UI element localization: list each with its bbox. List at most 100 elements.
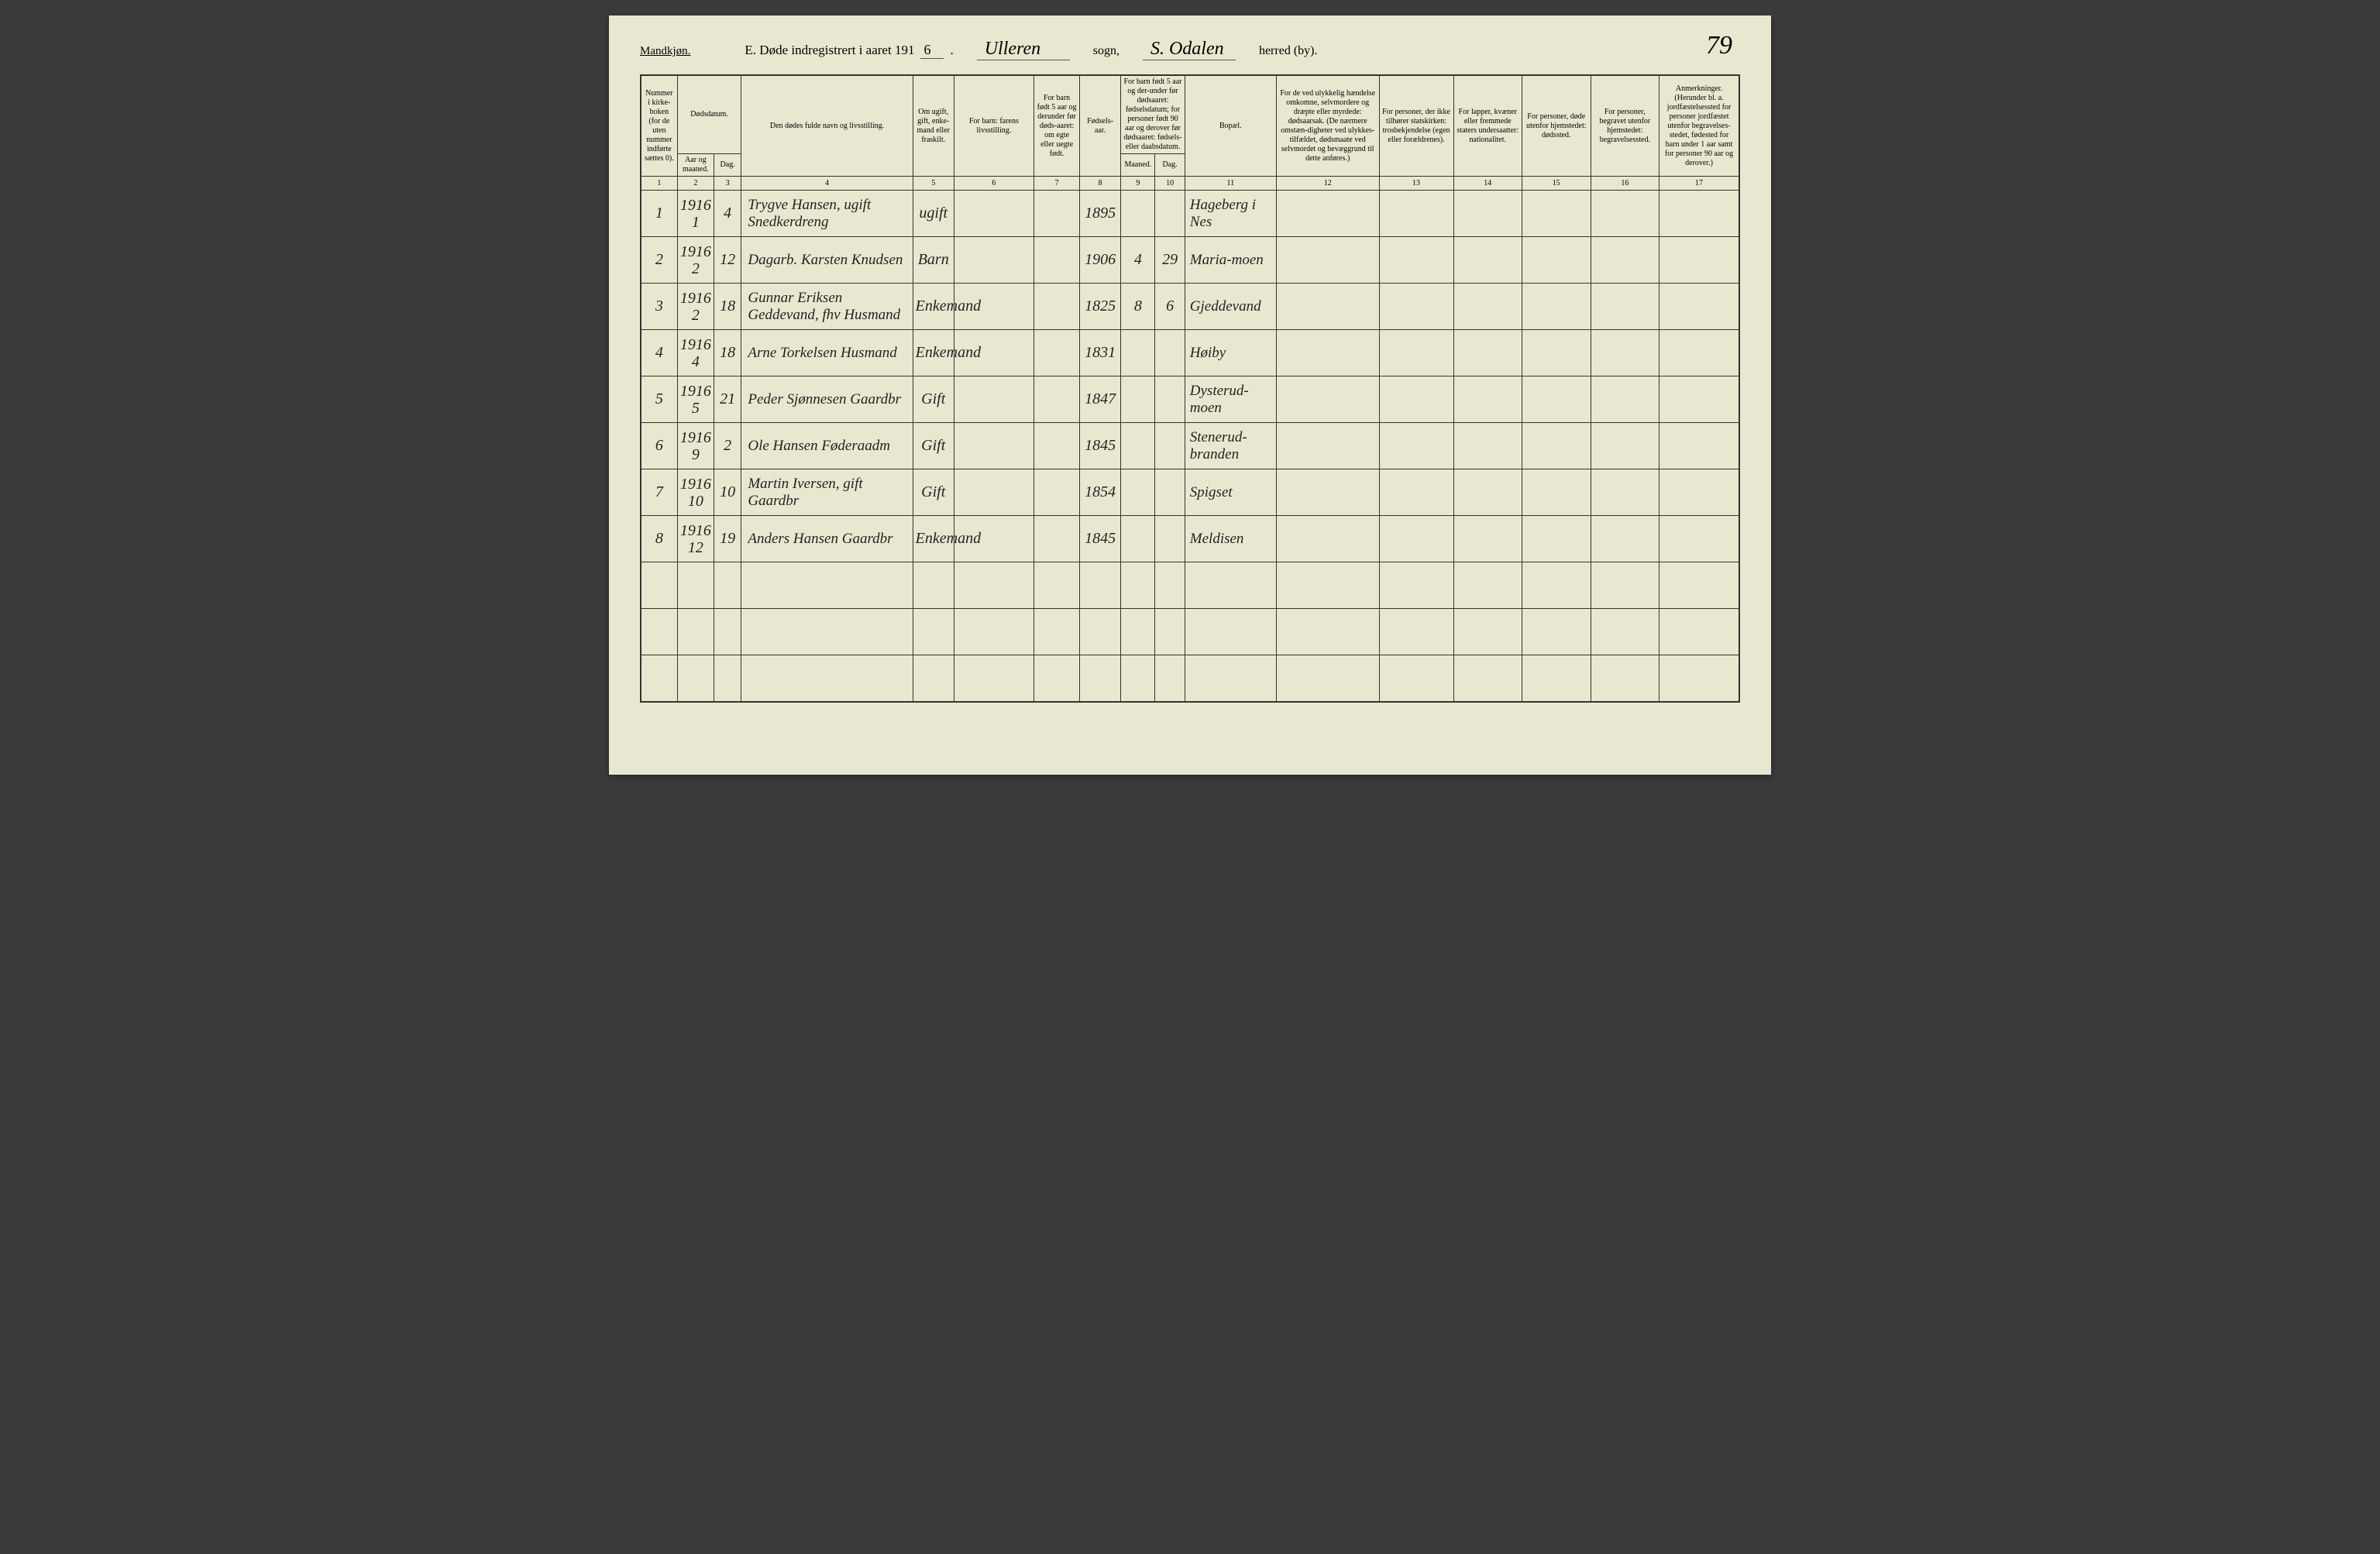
birth-year: 1825 [1080, 284, 1121, 330]
residence: Meldisen [1185, 516, 1276, 562]
legitimacy [1034, 376, 1080, 423]
full-name: Arne Torkelsen Husmand [741, 330, 913, 376]
nationality [1453, 469, 1522, 516]
empty-cell [1453, 655, 1522, 702]
marital-status: Enkemand [913, 284, 954, 330]
table-row-empty [641, 655, 1739, 702]
colnum: 2 [677, 177, 714, 191]
birth-month: 8 [1121, 284, 1155, 330]
table-row: 41916418Arne Torkelsen HusmandEnkemand18… [641, 330, 1739, 376]
table-row: 21916212Dagarb. Karsten KnudsenBarn19064… [641, 237, 1739, 284]
death-year-month: 19165 [677, 376, 714, 423]
full-name: Trygve Hansen, ugift Snedkerdreng [741, 191, 913, 237]
death-day: 10 [714, 469, 741, 516]
empty-cell [677, 562, 714, 609]
burial-place [1591, 284, 1659, 330]
col-header-4: Den dødes fulde navn og livsstilling. [741, 75, 913, 177]
sogn-label: sogn, [1093, 44, 1119, 58]
year-suffix: 6 [920, 42, 944, 59]
legitimacy [1034, 191, 1080, 237]
birth-month [1121, 330, 1155, 376]
birth-day [1155, 191, 1185, 237]
remarks [1659, 284, 1739, 330]
herred-value: S. Odalen [1143, 39, 1236, 60]
title-period: . [950, 43, 953, 58]
col-header-13: For personer, der ikke tilhører statskir… [1379, 75, 1453, 177]
burial-place [1591, 423, 1659, 469]
marital-status: Gift [913, 423, 954, 469]
empty-cell [1121, 609, 1155, 655]
birth-year: 1854 [1080, 469, 1121, 516]
colnum: 1 [641, 177, 677, 191]
nationality [1453, 330, 1522, 376]
confession [1379, 191, 1453, 237]
birth-year: 1847 [1080, 376, 1121, 423]
nationality [1453, 191, 1522, 237]
empty-cell [1379, 562, 1453, 609]
death-place [1522, 469, 1591, 516]
nationality [1453, 376, 1522, 423]
col-header-8: Fødsels-aar. [1080, 75, 1121, 177]
remarks [1659, 423, 1739, 469]
birth-year: 1906 [1080, 237, 1121, 284]
empty-cell [954, 609, 1034, 655]
table-row: 6191692Ole Hansen FøderaadmGift1845Stene… [641, 423, 1739, 469]
empty-cell [641, 562, 677, 609]
empty-cell [741, 562, 913, 609]
ledger-page: 79 Mandkjøn. E. Døde indregistrert i aar… [609, 15, 1771, 775]
cause-of-death [1276, 284, 1379, 330]
table-row: 819161219Anders Hansen GaardbrEnkemand18… [641, 516, 1739, 562]
colnum: 16 [1591, 177, 1659, 191]
colnum: 15 [1522, 177, 1591, 191]
father-occupation [954, 191, 1034, 237]
father-occupation [954, 237, 1034, 284]
empty-cell [1121, 655, 1155, 702]
birth-year: 1845 [1080, 423, 1121, 469]
empty-cell [1121, 562, 1155, 609]
birth-month [1121, 376, 1155, 423]
empty-cell [1453, 609, 1522, 655]
column-number-row: 1 2 3 4 5 6 7 8 9 10 11 12 13 14 15 16 1… [641, 177, 1739, 191]
herred-label: herred (by). [1259, 44, 1318, 58]
colnum: 7 [1034, 177, 1080, 191]
burial-place [1591, 376, 1659, 423]
col-header-16: For personer, begravet utenfor hjemstede… [1591, 75, 1659, 177]
title-section: E. Døde indregistrert i aaret 1916. [745, 42, 953, 59]
empty-cell [677, 655, 714, 702]
birth-day [1155, 330, 1185, 376]
empty-cell [1379, 609, 1453, 655]
empty-cell [1379, 655, 1453, 702]
empty-cell [1034, 562, 1080, 609]
col-header-9-top: For barn født 5 aar og der-under før død… [1121, 75, 1185, 154]
empty-cell [1276, 609, 1379, 655]
row-number: 2 [641, 237, 677, 284]
empty-cell [1080, 562, 1121, 609]
residence: Gjeddevand [1185, 284, 1276, 330]
cause-of-death [1276, 516, 1379, 562]
death-day: 19 [714, 516, 741, 562]
death-year-month: 19164 [677, 330, 714, 376]
col-header-9a: Maaned. [1121, 154, 1155, 177]
table-row-empty [641, 562, 1739, 609]
residence: Stenerud-branden [1185, 423, 1276, 469]
colnum: 5 [913, 177, 954, 191]
empty-cell [1659, 655, 1739, 702]
death-day: 2 [714, 423, 741, 469]
empty-cell [714, 609, 741, 655]
table-head: Nummer i kirke-boken (for de uten nummer… [641, 75, 1739, 191]
empty-cell [954, 562, 1034, 609]
birth-day: 29 [1155, 237, 1185, 284]
death-year-month: 19169 [677, 423, 714, 469]
empty-cell [1034, 609, 1080, 655]
nationality [1453, 284, 1522, 330]
empty-cell [1659, 562, 1739, 609]
confession [1379, 516, 1453, 562]
birth-day [1155, 423, 1185, 469]
row-number: 4 [641, 330, 677, 376]
full-name: Ole Hansen Føderaadm [741, 423, 913, 469]
residence: Høiby [1185, 330, 1276, 376]
remarks [1659, 469, 1739, 516]
row-number: 5 [641, 376, 677, 423]
col-header-17: Anmerkninger. (Herunder bl. a. jordfæste… [1659, 75, 1739, 177]
nationality [1453, 516, 1522, 562]
